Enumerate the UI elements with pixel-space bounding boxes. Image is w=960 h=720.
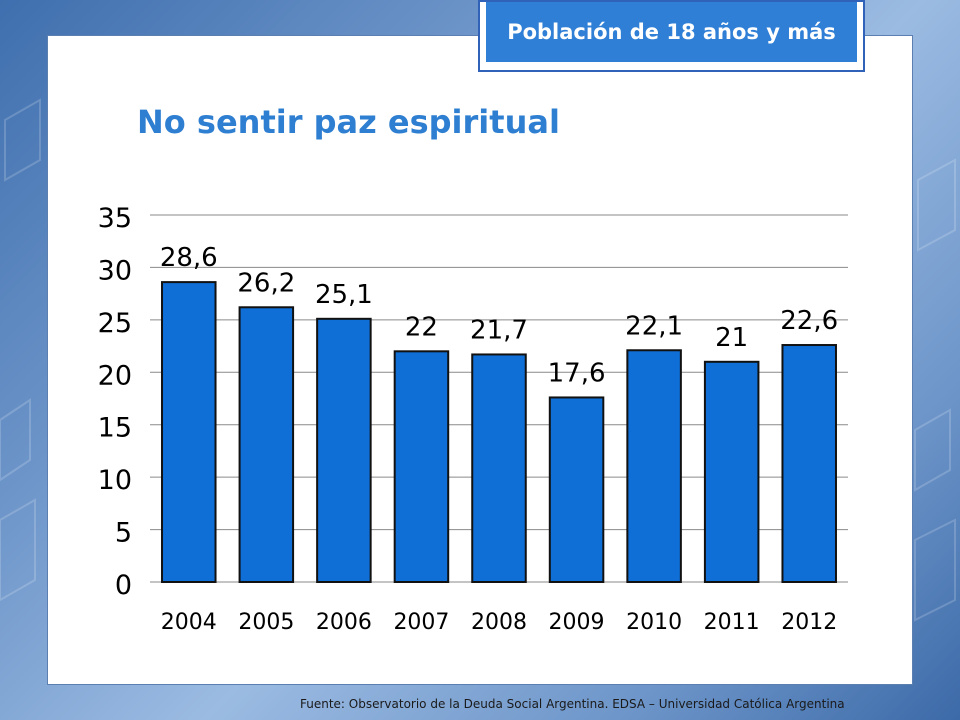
y-tick-label: 5 [115,518,132,549]
y-tick-label: 20 [98,360,132,391]
data-label-2006: 25,1 [315,280,373,310]
bar-2006 [316,317,372,583]
x-tick-label-2005: 2005 [238,610,294,635]
y-tick-label: 35 [98,203,132,234]
data-label-2009: 17,6 [548,358,606,388]
data-label-2007: 22 [405,312,438,342]
bar-2010 [626,349,682,583]
population-badge: Población de 18 años y más [478,0,865,72]
data-label-2011: 21 [715,323,748,353]
population-badge-label: Población de 18 años y más [486,2,857,62]
bar-2012 [781,344,837,583]
x-tick-label-2009: 2009 [549,610,605,635]
y-tick-label: 15 [98,413,132,444]
bar-2009 [548,396,605,583]
y-tick-label: 30 [98,255,132,286]
data-label-2010: 22,1 [625,311,683,341]
x-tick-label-2012: 2012 [781,610,837,635]
y-tick-label: 25 [98,308,132,339]
bar-2007 [393,350,450,584]
source-footnote: Fuente: Observatorio de la Deuda Social … [300,697,845,711]
x-tick-label-2008: 2008 [471,610,527,635]
x-tick-label-2004: 2004 [161,610,217,635]
y-tick-label: 10 [98,465,132,496]
x-tick-label-2006: 2006 [316,610,372,635]
x-tick-label-2010: 2010 [626,610,682,635]
data-label-2012: 22,6 [780,306,838,336]
x-tick-label-2011: 2011 [704,610,760,635]
y-tick-label: 0 [115,570,132,601]
chart-title: No sentir paz espiritual [137,103,560,141]
data-labels: 28,6 26,2 25,1 22 21,7 17,6 22,1 21 22,6 [160,243,838,388]
bar-2004 [161,281,217,583]
bar-2011 [703,360,760,583]
x-axis-ticks: 2004 2005 2006 2007 2008 2009 2010 2011 2012 [161,610,837,635]
bars [161,281,837,584]
data-label-2008: 21,7 [470,315,528,345]
data-label-2004: 28,6 [160,243,218,273]
y-axis-ticks: 0 5 10 15 20 25 30 35 [98,203,132,601]
data-label-2005: 26,2 [237,268,295,298]
bar-2008 [471,353,527,583]
x-tick-label-2007: 2007 [393,610,449,635]
bar-2005 [238,306,295,583]
